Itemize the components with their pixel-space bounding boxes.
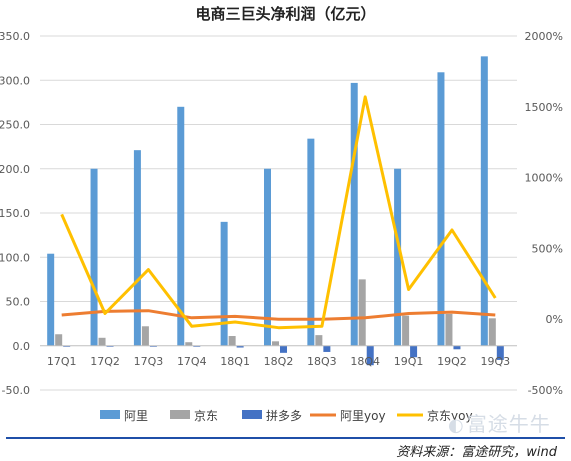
footer-rule (6, 437, 565, 439)
bar-京东 (488, 318, 496, 346)
futu-logo-icon: ◐ (448, 415, 465, 436)
right-tick-label: 500% (532, 242, 563, 255)
right-tick-label: 1000% (525, 172, 563, 185)
bar-京东 (358, 279, 366, 346)
bar-京东 (272, 341, 279, 346)
legend-swatch (100, 410, 120, 419)
bar-阿里 (394, 168, 402, 346)
bar-拼多多 (366, 345, 374, 366)
bar-拼多多 (453, 345, 461, 350)
legend-label: 阿里 (124, 409, 148, 423)
bar-阿里 (264, 168, 271, 346)
gridlines (40, 35, 517, 391)
bar-京东 (55, 334, 63, 346)
lines (60, 95, 497, 330)
watermark-text: 富途牛牛 (466, 412, 551, 436)
x-tick-label: 19Q2 (437, 355, 467, 368)
left-tick-label: 150.0 (0, 207, 30, 220)
bar-京东 (445, 313, 453, 346)
source-note: 资料来源：富途研究，wind (396, 445, 557, 460)
bar-拼多多 (410, 345, 418, 358)
x-tick-label: 18Q1 (220, 355, 250, 368)
legend-swatch (242, 410, 262, 419)
bar-阿里 (437, 72, 445, 346)
bar-京东 (402, 315, 410, 346)
bar-阿里 (47, 253, 55, 346)
legend: 阿里 京东 拼多多 阿里yoy 京东yoy (100, 409, 473, 423)
x-tick-label: 18Q2 (264, 355, 294, 368)
bar-京东 (98, 337, 106, 346)
bar-拼多多 (323, 345, 331, 352)
line-阿里yoy (61, 309, 496, 321)
left-tick-label: 300.0 (0, 74, 30, 87)
x-tick-label: 18Q4 (350, 355, 380, 368)
bar-阿里 (307, 138, 315, 346)
bar-京东 (228, 336, 236, 346)
x-tick-label: 18Q3 (307, 355, 337, 368)
left-tick-label: 350.0 (0, 30, 30, 43)
x-tick-label: 17Q1 (47, 355, 77, 368)
bar-阿里 (177, 106, 185, 346)
bar-拼多多 (236, 345, 244, 348)
left-tick-label: 250.0 (0, 119, 30, 132)
bar-阿里 (220, 221, 228, 346)
left-tick-label: -50.0 (2, 384, 30, 397)
line-京东yoy (60, 95, 497, 330)
right-tick-label: 1500% (525, 101, 563, 114)
chart-title: 电商三巨头净利润（亿元） (195, 5, 376, 23)
x-tick-label: 17Q2 (90, 355, 120, 368)
bar-阿里 (90, 168, 98, 346)
left-axis-ticks: -50.0 0.0 50.0 100.0 150.0 200.0 250.0 300.0 350… (0, 30, 30, 397)
right-tick-label: 0% (546, 313, 563, 326)
bar-阿里 (133, 150, 141, 346)
x-tick-label: 17Q4 (177, 355, 207, 368)
x-tick-label: 19Q1 (394, 355, 424, 368)
bar-拼多多 (496, 345, 504, 360)
right-tick-label: 2000% (525, 30, 563, 43)
left-tick-label: 0.0 (13, 340, 31, 353)
legend-label: 阿里yoy (340, 409, 386, 423)
bar-拼多多 (280, 345, 287, 353)
legend-label: 京东yoy (427, 409, 473, 423)
x-axis-ticks: 17Q1 17Q2 17Q3 17Q4 18Q1 18Q2 18Q3 18Q4 19Q1 19Q2… (47, 355, 510, 368)
x-tick-label: 19Q3 (480, 355, 510, 368)
watermark: ◐ 富途牛牛 (448, 408, 551, 437)
bar-阿里 (350, 82, 358, 346)
left-tick-label: 100.0 (0, 251, 30, 264)
x-tick-label: 17Q3 (134, 355, 164, 368)
legend-swatch (170, 410, 190, 419)
legend-label: 拼多多 (266, 409, 302, 423)
right-axis-ticks: -500% 0% 500% 1000% 1500% 2000% (525, 30, 563, 397)
legend-label: 京东 (194, 409, 218, 423)
bar-京东 (315, 335, 323, 346)
bar-京东 (141, 326, 149, 346)
right-tick-label: -500% (528, 384, 563, 397)
left-tick-label: 200.0 (0, 163, 30, 176)
bar-阿里 (480, 56, 488, 346)
bar-京东 (185, 342, 193, 346)
left-tick-label: 50.0 (6, 296, 31, 309)
bars (47, 56, 504, 366)
